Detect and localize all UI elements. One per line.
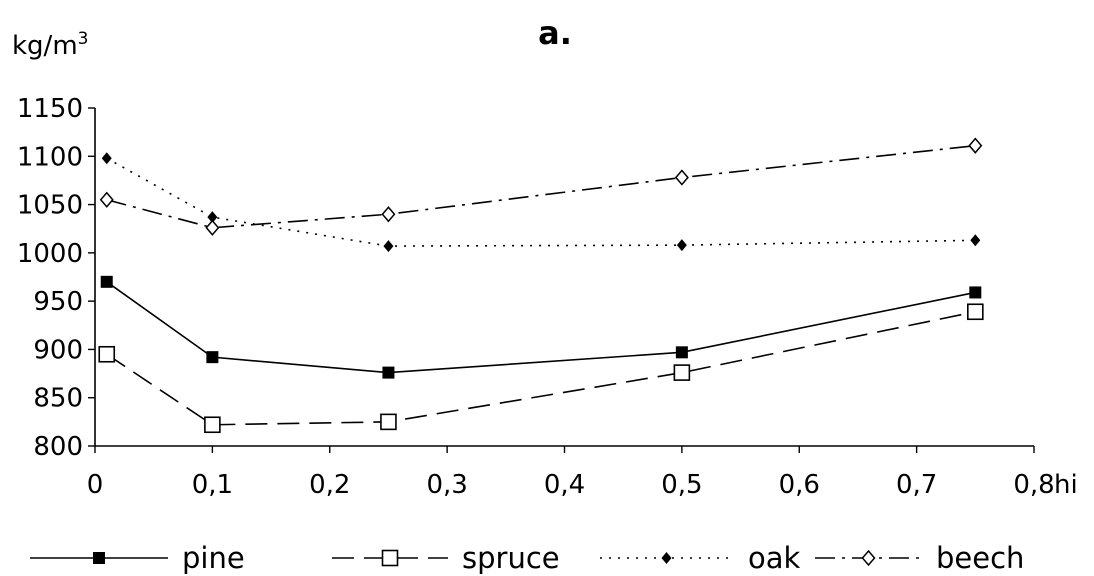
data-point-pine bbox=[382, 366, 395, 379]
x-tick-label: 0,3 bbox=[426, 470, 467, 500]
y-tick-label: 1150 bbox=[17, 94, 83, 124]
y-axis-unit-superscript: 3 bbox=[78, 29, 89, 49]
y-tick-label: 850 bbox=[33, 384, 83, 414]
legend-marker-oak bbox=[661, 552, 672, 564]
data-point-pine bbox=[100, 275, 113, 288]
series-spruce bbox=[98, 303, 984, 434]
y-tick-label: 900 bbox=[33, 335, 83, 365]
data-point-beech bbox=[205, 219, 220, 236]
x-tick-label: 0,2 bbox=[309, 470, 350, 500]
x-tick-label: 0,1 bbox=[192, 470, 233, 500]
data-point-spruce bbox=[204, 416, 221, 434]
legend: pine spruce oak beech bbox=[30, 541, 1024, 575]
y-axis-unit-base: kg/m bbox=[12, 31, 78, 61]
legend-label-spruce: spruce bbox=[462, 541, 560, 575]
x-tick-label: 0,8 bbox=[1013, 470, 1054, 500]
legend-item-pine: pine bbox=[30, 541, 245, 575]
y-tick-label: 1100 bbox=[17, 142, 83, 172]
y-tick-label: 1050 bbox=[17, 191, 83, 221]
legend-marker-spruce bbox=[381, 549, 399, 567]
data-point-spruce bbox=[380, 413, 397, 431]
series-line-oak bbox=[106, 157, 976, 247]
legend-marker-beech bbox=[861, 549, 876, 567]
axes: 800 850 900 950 1000 1050 1100 1150 0 0,1 0,2 0,3 0,… bbox=[17, 94, 1055, 500]
series-line-spruce bbox=[106, 310, 976, 426]
chart-title: a. bbox=[538, 14, 572, 52]
data-point-spruce bbox=[98, 345, 116, 363]
x-axis-label: hi bbox=[1054, 470, 1078, 500]
series-layer bbox=[98, 137, 984, 434]
series-oak bbox=[101, 152, 981, 253]
series-line-pine bbox=[106, 281, 976, 374]
legend-label-pine: pine bbox=[182, 541, 245, 575]
x-tick-label: 0,4 bbox=[544, 470, 585, 500]
y-tick-label: 800 bbox=[33, 432, 83, 462]
legend-label-oak: oak bbox=[748, 541, 801, 575]
series-beech bbox=[99, 137, 983, 236]
x-tick-label: 0,5 bbox=[661, 470, 702, 500]
legend-marker-pine bbox=[93, 552, 105, 564]
x-tick-label: 0,7 bbox=[896, 470, 937, 500]
data-point-oak bbox=[383, 240, 394, 253]
data-point-oak bbox=[676, 239, 687, 252]
data-point-beech bbox=[381, 206, 396, 223]
legend-label-beech: beech bbox=[936, 541, 1024, 575]
data-point-oak bbox=[207, 211, 218, 224]
x-tick-label: 0 bbox=[87, 470, 104, 500]
data-point-spruce bbox=[673, 364, 691, 381]
data-point-beech bbox=[968, 137, 983, 154]
legend-item-spruce: spruce bbox=[332, 541, 560, 575]
data-point-oak bbox=[101, 152, 112, 165]
legend-item-oak: oak bbox=[600, 541, 801, 575]
data-point-spruce bbox=[967, 303, 984, 321]
data-point-oak bbox=[970, 234, 981, 247]
data-point-beech bbox=[674, 169, 689, 186]
series-pine bbox=[100, 275, 982, 379]
series-line-beech bbox=[106, 144, 976, 229]
y-axis-unit-label: kg/m3 bbox=[12, 29, 88, 61]
y-tick-label: 1000 bbox=[17, 239, 83, 269]
data-point-beech bbox=[99, 191, 114, 208]
x-tick-label: 0,6 bbox=[779, 470, 820, 500]
data-point-pine bbox=[675, 346, 688, 359]
legend-item-beech: beech bbox=[815, 541, 1024, 575]
data-point-pine bbox=[969, 286, 982, 299]
data-point-pine bbox=[206, 351, 219, 364]
y-tick-label: 950 bbox=[33, 287, 83, 317]
